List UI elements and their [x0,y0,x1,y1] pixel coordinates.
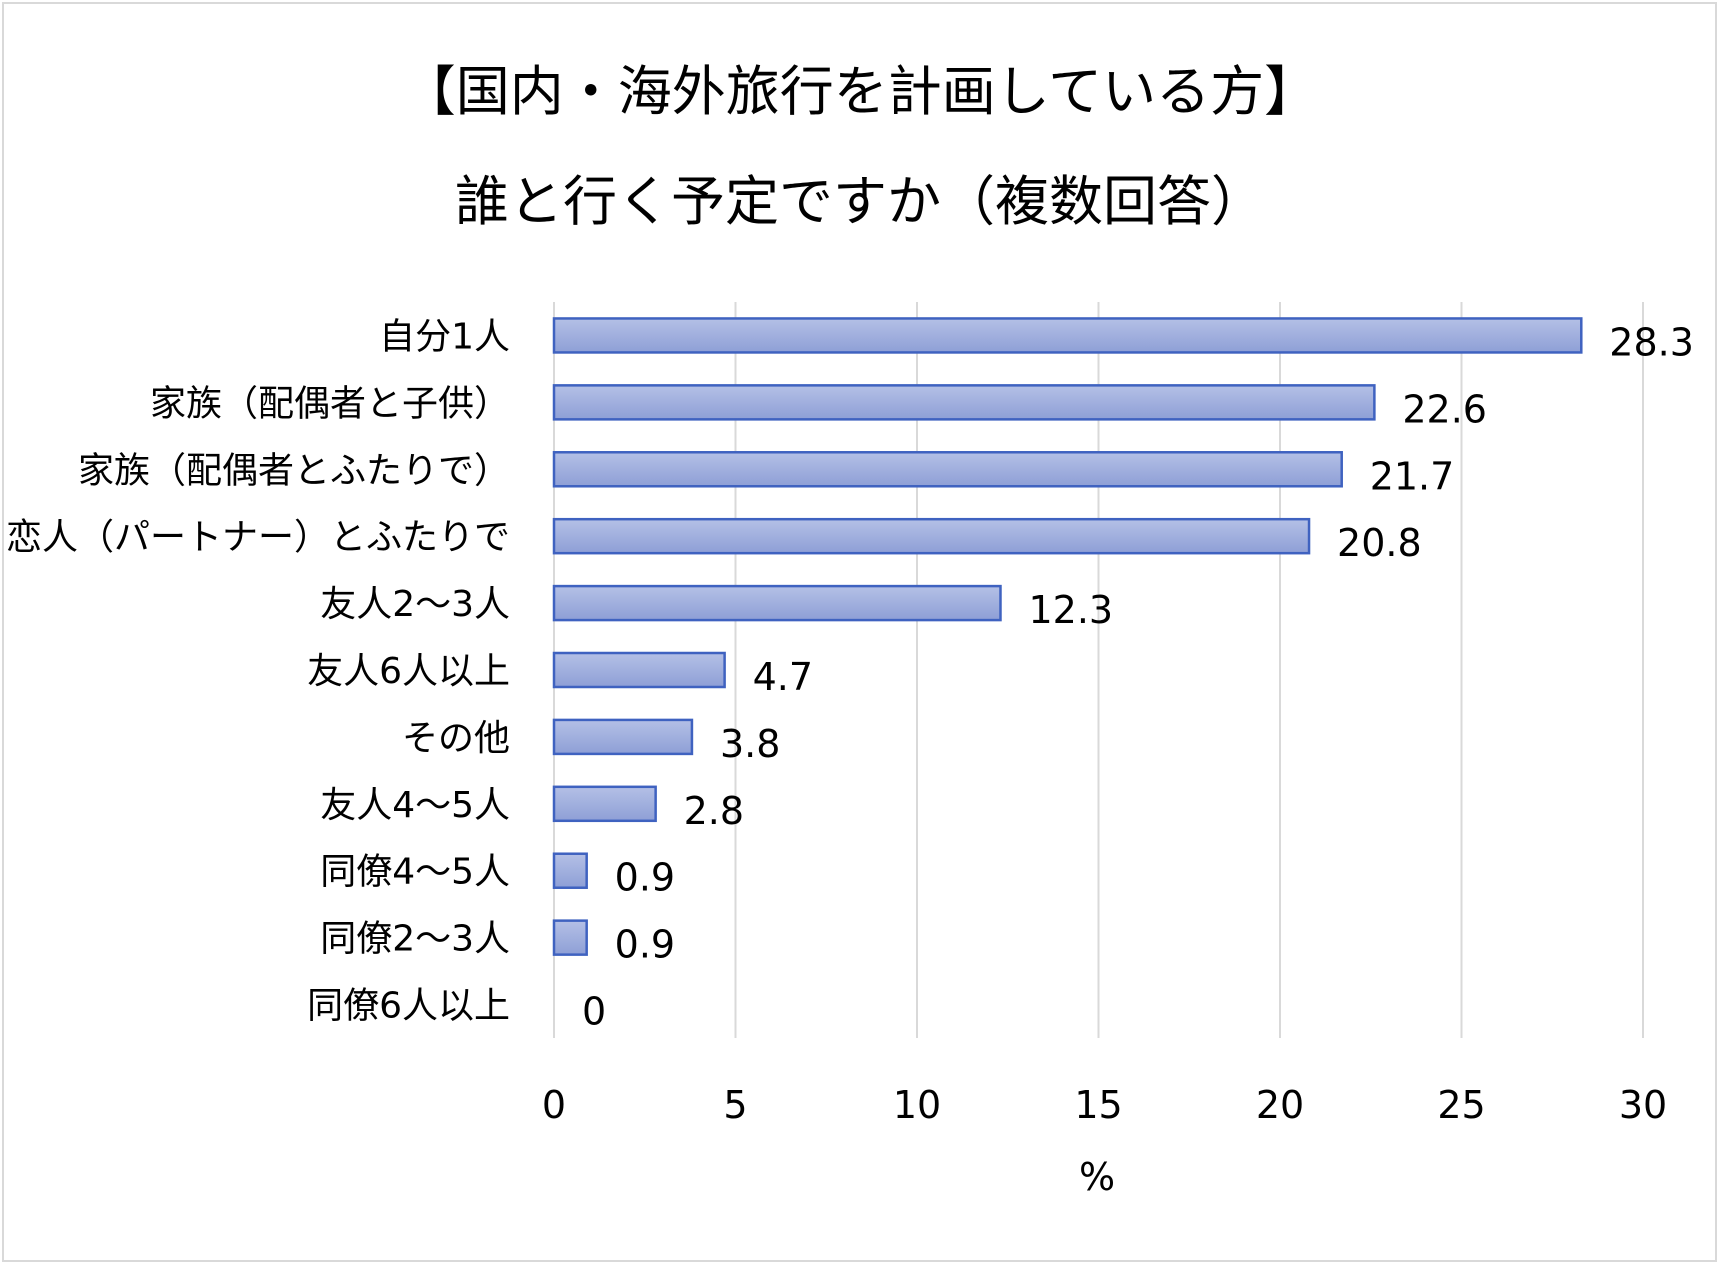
category-label: 家族（配偶者とふたりで） [78,450,510,491]
category-label: 自分1人 [379,316,510,357]
value-label: 21.7 [1370,454,1455,498]
bar [552,584,1002,622]
value-label: 28.3 [1609,320,1694,364]
value-label: 0.9 [615,923,675,967]
x-tick-label: 15 [1074,1083,1122,1127]
x-axis-label: % [1079,1155,1115,1199]
value-label: 12.3 [1028,588,1113,632]
bar [552,384,1376,421]
chart-title: 【国内・海外旅行を計画している方】 [402,60,1318,123]
category-label: 恋人（パートナー）とふたりで [6,517,510,558]
bar [552,919,588,956]
bar [552,718,694,756]
value-label: 2.8 [684,789,744,833]
chart-subtitle: 誰と行く予定ですか（複数回答） [455,170,1265,233]
x-axis-ticks: 0 5 10 15 20 25 30 [542,1083,1667,1127]
bar [552,852,588,889]
category-label: その他 [402,718,510,759]
x-tick-label: 30 [1619,1083,1667,1127]
value-label: 20.8 [1337,521,1422,565]
value-label: 0 [582,990,606,1034]
category-label: 友人6人以上 [307,651,510,692]
value-label: 22.6 [1402,387,1487,431]
bar [552,317,1583,354]
bar [552,517,1311,555]
x-tick-label: 20 [1256,1083,1304,1127]
bar [552,785,657,823]
value-label: 4.7 [753,655,813,699]
x-tick-label: 25 [1437,1083,1485,1127]
category-label: 友人4～5人 [320,785,510,826]
x-tick-label: 10 [893,1083,941,1127]
value-label: 3.8 [720,722,780,766]
x-tick-label: 0 [542,1083,566,1127]
x-tick-label: 5 [723,1083,747,1127]
bar [552,451,1343,488]
category-label: 家族（配偶者と子供） [150,383,510,424]
bars [552,317,1583,956]
category-label: 同僚4～5人 [320,852,510,893]
gridlines [553,302,1644,1038]
category-label: 同僚2～3人 [320,919,510,960]
category-label: 友人2～3人 [320,584,510,625]
category-label: 同僚6人以上 [307,986,510,1027]
value-labels: 28.322.621.720.812.34.73.82.80.90.90 [582,320,1694,1033]
value-label: 0.9 [615,856,675,900]
bar [552,651,726,689]
